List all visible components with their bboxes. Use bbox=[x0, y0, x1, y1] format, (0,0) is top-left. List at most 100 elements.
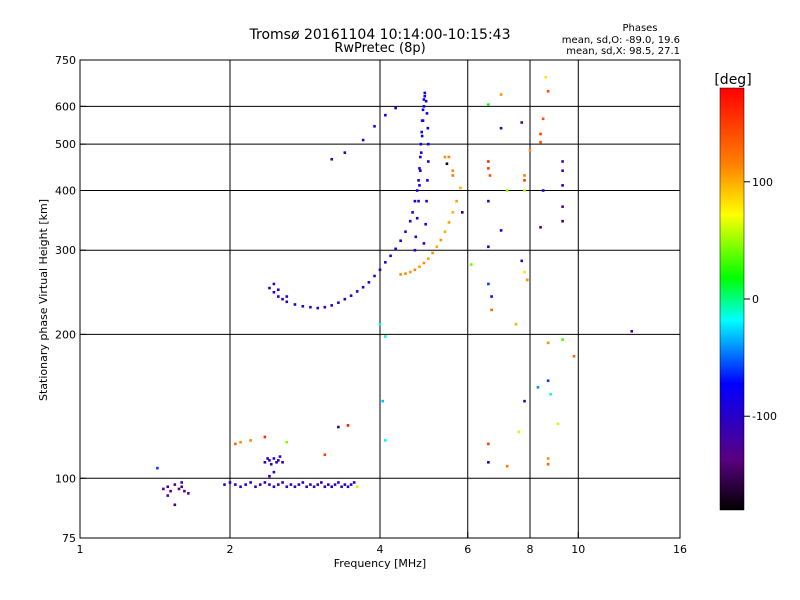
data-point bbox=[439, 238, 443, 242]
data-point bbox=[301, 304, 305, 308]
data-point bbox=[422, 105, 426, 108]
data-point bbox=[289, 483, 293, 486]
data-point bbox=[239, 440, 242, 444]
data-point bbox=[499, 126, 503, 130]
data-point bbox=[443, 155, 447, 159]
data-point bbox=[297, 483, 301, 486]
data-point bbox=[451, 211, 455, 214]
data-point bbox=[340, 485, 343, 489]
data-point bbox=[228, 481, 232, 484]
colorbar-ticks: 100 0 -100 bbox=[744, 176, 777, 423]
info-line-x: mean, sd,X: 98.5, 27.1 bbox=[566, 46, 680, 57]
data-point bbox=[399, 273, 402, 276]
data-point bbox=[424, 222, 427, 226]
data-point bbox=[337, 481, 340, 484]
y-tick-label: 500 bbox=[55, 138, 76, 151]
data-point bbox=[330, 157, 334, 161]
data-point bbox=[272, 457, 276, 460]
data-point bbox=[487, 442, 490, 446]
data-point bbox=[425, 199, 428, 203]
data-point bbox=[349, 294, 353, 297]
data-point bbox=[546, 90, 550, 93]
data-point bbox=[337, 301, 340, 304]
data-point bbox=[276, 459, 280, 462]
data-point bbox=[487, 461, 490, 464]
data-point bbox=[426, 160, 430, 163]
data-point bbox=[487, 160, 490, 163]
data-point bbox=[330, 485, 334, 489]
data-point bbox=[419, 142, 423, 146]
data-point bbox=[546, 341, 550, 345]
data-point bbox=[447, 221, 451, 224]
y-tick-label: 400 bbox=[55, 184, 76, 197]
data-point bbox=[408, 270, 412, 274]
data-point bbox=[404, 272, 407, 275]
data-point bbox=[539, 140, 542, 144]
data-point bbox=[470, 263, 473, 266]
data-point bbox=[520, 121, 524, 124]
data-point bbox=[268, 286, 271, 290]
data-point bbox=[561, 205, 564, 208]
data-point bbox=[549, 392, 552, 396]
axis-ticks: 1 2 4 6 8 10 16 75 100 200 300 400 500 600 750 bbox=[55, 54, 687, 556]
data-point bbox=[426, 179, 429, 182]
data-point bbox=[417, 199, 420, 203]
data-point bbox=[263, 481, 267, 484]
data-point bbox=[327, 483, 330, 486]
data-point bbox=[166, 494, 170, 497]
data-point bbox=[244, 483, 247, 486]
data-point bbox=[234, 442, 237, 446]
data-point bbox=[249, 439, 252, 442]
data-point bbox=[541, 117, 545, 121]
data-point bbox=[421, 119, 425, 122]
data-point bbox=[546, 457, 550, 460]
data-point bbox=[268, 483, 271, 486]
colorbar-tick-label: 100 bbox=[752, 176, 773, 189]
data-point bbox=[394, 247, 397, 251]
colorbar bbox=[719, 87, 745, 511]
data-point bbox=[445, 162, 449, 166]
data-point bbox=[443, 230, 447, 233]
data-point bbox=[399, 239, 402, 243]
data-point bbox=[281, 461, 284, 464]
data-point bbox=[285, 300, 289, 304]
data-point bbox=[323, 453, 327, 457]
y-tick-label: 300 bbox=[55, 244, 76, 257]
info-line-o: mean, sd,O: -89.0, 19.6 bbox=[562, 35, 680, 46]
data-point bbox=[523, 174, 526, 177]
data-point bbox=[419, 169, 422, 173]
data-point bbox=[272, 470, 276, 474]
data-point bbox=[418, 184, 421, 187]
data-point bbox=[162, 487, 165, 491]
data-point bbox=[373, 274, 376, 278]
data-point bbox=[514, 322, 518, 326]
data-point bbox=[223, 483, 226, 486]
data-point bbox=[309, 305, 312, 309]
colorbar-label: [deg] bbox=[714, 72, 751, 88]
data-point bbox=[378, 322, 382, 326]
data-point bbox=[561, 219, 564, 223]
data-point bbox=[343, 483, 347, 486]
data-point bbox=[269, 462, 273, 466]
data-point bbox=[333, 483, 337, 486]
data-point bbox=[239, 485, 242, 489]
data-point bbox=[166, 485, 170, 489]
data-point bbox=[346, 424, 350, 427]
data-point bbox=[426, 142, 430, 146]
data-point bbox=[420, 134, 424, 138]
data-point bbox=[487, 167, 490, 170]
data-point bbox=[413, 199, 417, 203]
data-point bbox=[183, 489, 186, 493]
data-point bbox=[413, 268, 417, 272]
y-tick-label: 600 bbox=[55, 100, 76, 113]
x-tick-label: 10 bbox=[571, 543, 585, 556]
data-point bbox=[180, 481, 184, 484]
data-point bbox=[418, 265, 421, 269]
data-point bbox=[389, 254, 392, 258]
data-point bbox=[281, 297, 284, 301]
data-point bbox=[266, 457, 269, 460]
x-tick-label: 1 bbox=[77, 543, 84, 556]
data-point bbox=[384, 335, 387, 338]
data-point bbox=[278, 455, 282, 458]
data-point bbox=[536, 386, 540, 389]
